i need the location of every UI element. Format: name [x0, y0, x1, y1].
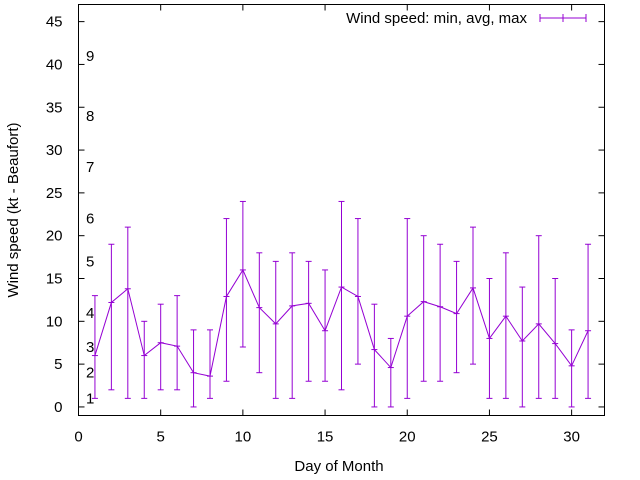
- y-tick-label-9: 45: [46, 14, 63, 31]
- y-tick-label-6: 30: [46, 142, 63, 159]
- beaufort-label-7: 7: [86, 159, 94, 176]
- x-tick-label-1: 5: [157, 429, 165, 446]
- y-tick-label-2: 10: [46, 313, 63, 330]
- error-bars: [91, 200, 592, 408]
- legend-label: Wind speed: min, avg, max: [346, 10, 527, 27]
- y-tick-label-7: 35: [46, 99, 63, 116]
- x-tick-label-0: 0: [74, 429, 82, 446]
- x-tick-label-5: 25: [481, 429, 498, 446]
- beaufort-label-3: 3: [86, 339, 94, 356]
- avg-wind-line: [94, 268, 589, 377]
- x-tick-label-3: 15: [317, 429, 334, 446]
- beaufort-label-2: 2: [86, 365, 94, 382]
- beaufort-label-6: 6: [86, 211, 94, 228]
- x-axis-title: Day of Month: [294, 458, 383, 475]
- y-axis-title: Wind speed (kt - Beaufort): [5, 122, 22, 297]
- y-tick-label-0: 0: [54, 399, 62, 416]
- y-tick-label-3: 15: [46, 271, 63, 288]
- y-tick-label-8: 40: [46, 56, 63, 73]
- beaufort-label-4: 4: [86, 305, 94, 322]
- x-tick-label-6: 30: [563, 429, 580, 446]
- y-tick-label-1: 5: [54, 356, 62, 373]
- y-tick-label-5: 25: [46, 185, 63, 202]
- beaufort-label-5: 5: [86, 253, 94, 270]
- legend: Wind speed: min, avg, max: [346, 10, 587, 27]
- beaufort-label-8: 8: [86, 108, 94, 125]
- x-tick-label-2: 10: [235, 429, 252, 446]
- beaufort-label-9: 9: [86, 48, 94, 65]
- beaufort-scale: 1 2 3 4 5 6 7 8 9: [86, 48, 94, 408]
- x-tick-label-4: 20: [399, 429, 416, 446]
- plot-border: [78, 4, 605, 416]
- y-tick-label-4: 20: [46, 228, 63, 245]
- beaufort-label-1: 1: [86, 390, 94, 407]
